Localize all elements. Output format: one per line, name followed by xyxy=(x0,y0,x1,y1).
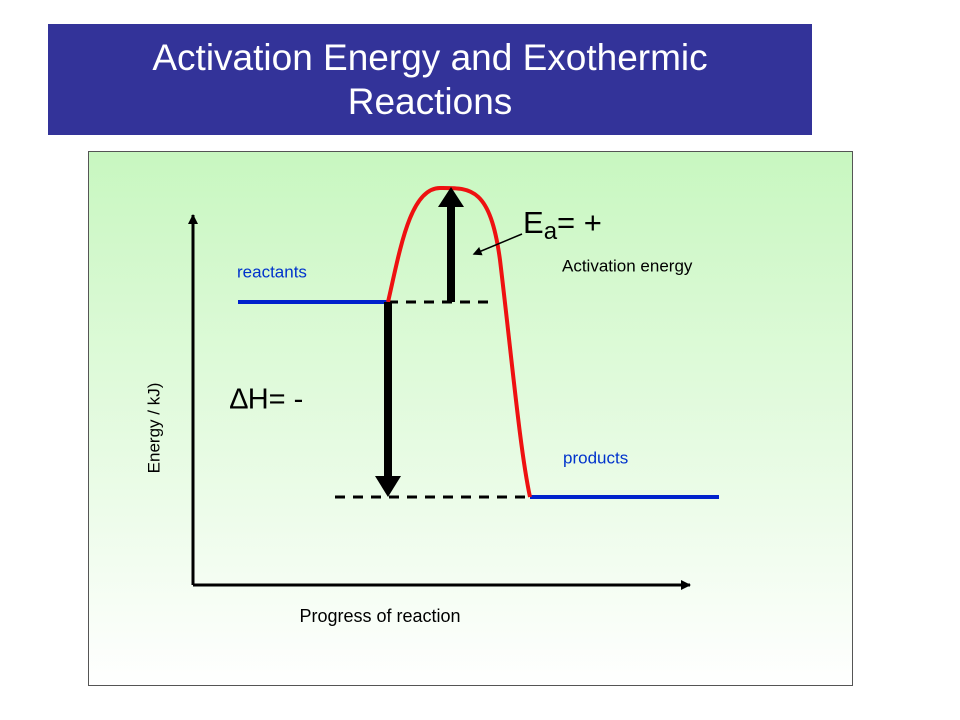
x-axis-label: Progress of reaction xyxy=(299,606,460,626)
activation-energy-label: Activation energy xyxy=(562,256,693,275)
ea-symbol: E xyxy=(523,205,544,240)
diagram-panel xyxy=(88,151,853,686)
ea-sign: = + xyxy=(557,205,602,240)
pointer-arrow xyxy=(472,233,523,256)
y-axis-label: Energy / kJ) xyxy=(144,383,163,474)
products-label: products xyxy=(563,448,628,467)
delta-h-label: ∆H= - xyxy=(230,384,303,416)
ea-label: Ea= + xyxy=(523,205,602,245)
ea-arrowhead xyxy=(438,187,464,207)
energy-curve xyxy=(386,185,532,498)
slide-title: Activation Energy and Exothermic Reactio… xyxy=(48,24,812,135)
reactants-label: reactants xyxy=(237,262,307,281)
dh-arrowhead xyxy=(375,476,401,497)
ea-subscript: a xyxy=(544,218,558,245)
